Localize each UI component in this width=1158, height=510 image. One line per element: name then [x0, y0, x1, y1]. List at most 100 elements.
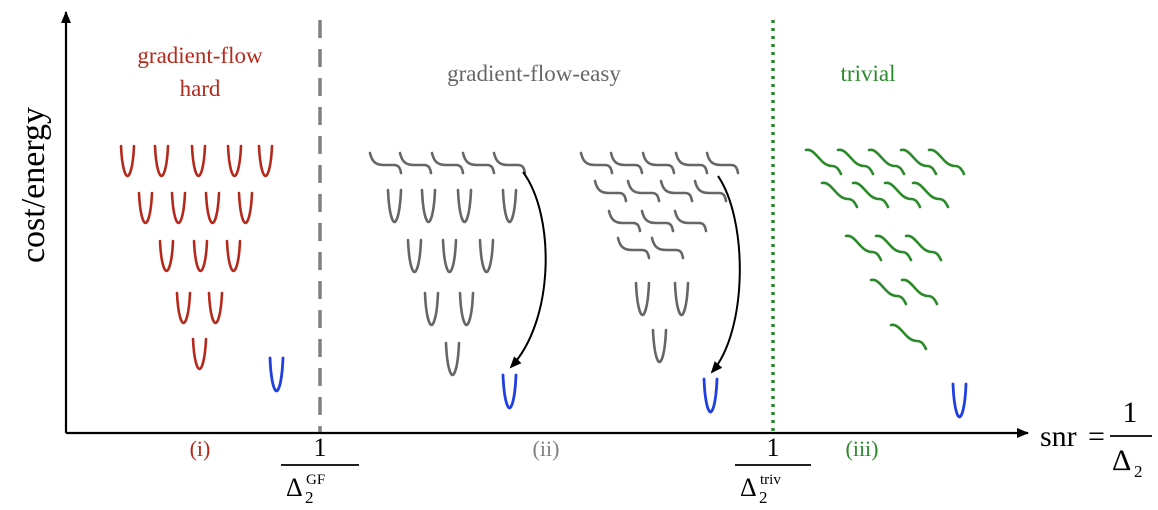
local-minimum-well-icon: [207, 291, 224, 325]
local-minimum-well-icon: [441, 238, 458, 274]
x-label-subscript: 2: [1134, 462, 1143, 481]
local-minimum-well-icon: [456, 188, 473, 224]
triv-superscript: triv: [760, 472, 781, 488]
triv-numerator: 1: [767, 433, 780, 462]
smooth-slope-icon: [820, 181, 859, 209]
triv-threshold-label: 1 Δ 2 triv: [735, 433, 811, 507]
saddle-step-icon: [659, 179, 694, 203]
smooth-slope-icon: [874, 234, 913, 262]
saddle-step-icon: [616, 236, 651, 260]
saddle-step-icon: [492, 151, 527, 175]
global-minimum-well-icon: [501, 373, 518, 410]
triv-subscript: 2: [759, 488, 768, 507]
saddle-step-icon: [640, 209, 675, 233]
trivial-slope-group: [804, 148, 966, 351]
hard-title-line1: gradient-flow: [137, 43, 263, 68]
saddle-step-icon: [593, 179, 628, 203]
saddle-step-icon: [430, 151, 465, 175]
local-minimum-well-icon: [191, 337, 208, 371]
smooth-slope-icon: [911, 181, 950, 209]
smooth-slope-icon: [904, 234, 943, 262]
smooth-slope-icon: [851, 181, 890, 209]
x-label-snr: snr: [1040, 420, 1077, 453]
smooth-slope-icon: [836, 148, 875, 176]
local-minimum-well-icon: [226, 144, 243, 178]
region-i-label: (i): [190, 436, 211, 461]
hard-local-minima-group: [119, 144, 274, 371]
local-minimum-well-icon: [137, 191, 154, 225]
easy-saddle-group-2: [579, 151, 740, 260]
local-minimum-well-icon: [444, 341, 461, 377]
saddle-step-icon: [705, 151, 740, 175]
region-ii-label: (ii): [533, 436, 560, 461]
saddle-step-icon: [673, 209, 708, 233]
x-axis-label: snr = 1 Δ 2: [1040, 396, 1152, 481]
local-minimum-well-icon: [386, 188, 403, 224]
easy-local-minima-group: [386, 188, 518, 377]
gf-subscript: 2: [305, 488, 314, 507]
local-minimum-well-icon: [420, 188, 437, 224]
local-minimum-well-icon: [651, 328, 668, 364]
saddle-step-icon: [626, 179, 661, 203]
local-minimum-well-icon: [225, 239, 242, 273]
saddle-step-icon: [609, 151, 644, 175]
local-minimum-well-icon: [458, 291, 475, 327]
local-minimum-well-icon: [170, 191, 187, 225]
saddle-step-icon: [607, 209, 642, 233]
saddle-step-icon: [693, 179, 728, 203]
smooth-slope-icon: [889, 323, 928, 351]
saddle-step-icon: [461, 151, 496, 175]
local-minimum-well-icon: [158, 239, 175, 273]
global-minimum-well-icon: [951, 382, 968, 419]
smooth-slope-icon: [900, 278, 939, 306]
local-minimum-well-icon: [153, 144, 170, 178]
x-label-numerator: 1: [1123, 396, 1138, 429]
smooth-slope-icon: [899, 148, 938, 176]
local-minimum-well-icon: [175, 291, 192, 325]
trivial-title: trivial: [841, 61, 896, 86]
region-iii-label: (iii): [846, 436, 879, 461]
gf-numerator: 1: [314, 433, 327, 462]
local-minimum-well-icon: [673, 281, 690, 317]
x-label-delta: Δ: [1112, 444, 1131, 477]
hard-title-line2: hard: [180, 76, 221, 101]
gf-threshold-label: 1 Δ 2 GF: [281, 433, 359, 507]
saddle-step-icon: [650, 236, 685, 260]
smooth-slope-icon: [883, 181, 922, 209]
local-minimum-well-icon: [501, 188, 518, 224]
smooth-slope-icon: [867, 148, 906, 176]
x-label-equals: =: [1088, 420, 1105, 453]
easy-saddle-group: [368, 151, 527, 175]
local-minimum-well-icon: [190, 144, 207, 178]
local-minimum-well-icon: [257, 144, 274, 178]
local-minimum-well-icon: [406, 238, 423, 274]
triv-delta: Δ: [740, 473, 757, 502]
saddle-step-icon: [398, 151, 433, 175]
local-minimum-well-icon: [423, 291, 440, 327]
global-minimum-well-icon: [268, 356, 285, 393]
saddle-step-icon: [641, 151, 676, 175]
gf-delta: Δ: [286, 473, 303, 502]
local-minimum-well-icon: [634, 281, 651, 317]
easy-title: gradient-flow-easy: [447, 61, 621, 86]
flow-arrow-2: [710, 175, 741, 374]
saddle-step-icon: [579, 151, 614, 175]
local-minimum-well-icon: [204, 191, 221, 225]
local-minimum-well-icon: [237, 191, 254, 225]
local-minimum-well-icon: [478, 238, 495, 274]
saddle-step-icon: [368, 151, 403, 175]
smooth-slope-icon: [869, 278, 908, 306]
smooth-slope-icon: [927, 148, 966, 176]
smooth-slope-icon: [804, 148, 843, 176]
gf-superscript: GF: [306, 472, 325, 488]
local-minimum-well-icon: [192, 239, 209, 273]
y-axis-label: cost/energy: [15, 107, 52, 263]
flow-arrow-1: [509, 171, 547, 369]
smooth-slope-icon: [844, 234, 883, 262]
local-minimum-well-icon: [119, 144, 136, 178]
global-minima-group: [268, 356, 968, 419]
saddle-step-icon: [674, 151, 709, 175]
easy-local-minima-group-2: [634, 281, 690, 364]
global-minimum-well-icon: [702, 377, 719, 414]
